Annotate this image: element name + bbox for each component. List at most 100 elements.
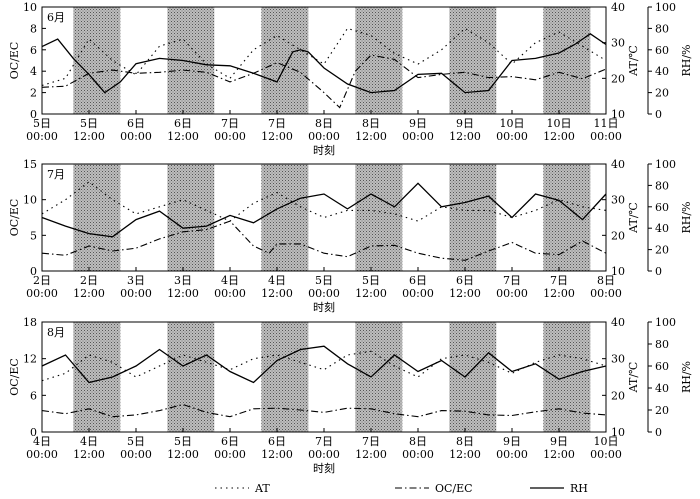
x-tick-label-day: 6日 [127,117,145,130]
x-tick-label-time: 00:00 [496,130,528,143]
series-oc-ec-line [41,220,607,261]
x-tick-label-day: 4日 [221,274,239,287]
at-tick-label: 40 [611,1,625,14]
rh-tick-label: 60 [655,44,669,57]
shaded-period [355,322,403,432]
x-tick-label-time: 12:00 [73,448,105,461]
shaded-period [167,7,215,114]
series-at-line [41,350,607,382]
series-at-line [41,181,607,222]
x-tick-label-time: 12:00 [73,287,105,300]
x-tick-label-time: 12:00 [449,287,481,300]
legend-label: RH [570,482,588,495]
x-tick-label-day: 2日 [33,274,51,287]
x-axis-label: 时刻 [313,461,335,475]
at-tick-label: 30 [611,353,625,366]
at-tick-label: 20 [611,389,625,402]
left-axis-label: OC/EC [8,199,21,237]
at-tick-label: 20 [611,229,625,242]
x-tick-label-day: 4日 [33,435,51,448]
series-oc-ec-line [41,54,607,109]
panel-1: 5日00:005日12:006日00:006日12:007日00:007日12:… [8,1,693,157]
x-tick-label-day: 6日 [409,274,427,287]
x-tick-label-day: 5日 [80,117,98,130]
x-tick-label-day: 3日 [174,274,192,287]
x-tick-label-day: 6日 [221,435,239,448]
rh-axis-label: RH/% [680,201,693,233]
x-tick-label-time: 00:00 [496,448,528,461]
x-tick-label-day: 6日 [174,117,192,130]
x-tick-label-time: 00:00 [402,448,434,461]
x-tick-label-day: 8日 [362,117,380,130]
x-tick-label-day: 7日 [315,435,333,448]
left-tick-label: 10 [23,1,37,14]
rh-tick-label: 100 [655,316,676,329]
x-tick-label-time: 12:00 [261,448,293,461]
at-tick-label: 30 [611,37,625,50]
month-label: 8月 [47,326,65,339]
x-tick-label-day: 7日 [221,117,239,130]
x-tick-label-time: 12:00 [449,130,481,143]
x-tick-label-day: 8日 [456,435,474,448]
left-tick-label: 18 [23,316,37,329]
at-tick-label: 20 [611,72,625,85]
x-tick-label-day: 7日 [268,117,286,130]
x-tick-label-time: 12:00 [355,130,387,143]
x-tick-label-day: 6日 [456,274,474,287]
x-tick-label-time: 12:00 [167,130,199,143]
x-tick-label-day: 7日 [503,274,521,287]
x-tick-label-time: 00:00 [120,448,152,461]
rh-tick-label: 20 [655,244,669,257]
x-tick-label-time: 12:00 [355,448,387,461]
left-tick-label: 6 [30,44,37,57]
x-tick-label-day: 10日 [547,117,572,130]
shaded-period [73,7,121,114]
at-axis-label: AT/℃ [627,362,640,394]
month-label: 6月 [47,11,65,24]
x-tick-label-time: 00:00 [496,287,528,300]
left-tick-label: 6 [30,389,37,402]
series-rh-line [41,182,607,238]
x-tick-label-time: 12:00 [543,287,575,300]
left-tick-label: 0 [30,108,37,121]
x-tick-label-time: 12:00 [543,448,575,461]
rh-tick-label: 40 [655,382,669,395]
x-tick-label-day: 9日 [456,117,474,130]
x-tick-label-time: 12:00 [261,130,293,143]
left-tick-label: 0 [30,265,37,278]
series-at-line [41,27,607,87]
x-tick-label-day: 8日 [597,274,615,287]
x-tick-label-time: 12:00 [261,287,293,300]
x-tick-label-day: 5日 [33,117,51,130]
rh-tick-label: 100 [655,1,676,14]
panel-2: 2日00:002日12:003日00:003日12:004日00:004日12:… [8,158,693,314]
shaded-period [449,7,497,114]
x-tick-label-day: 8日 [315,117,333,130]
at-tick-label: 40 [611,316,625,329]
rh-tick-label: 20 [655,404,669,417]
x-tick-label-day: 7日 [550,274,568,287]
x-tick-label-time: 00:00 [26,130,58,143]
x-tick-label-time: 00:00 [308,287,340,300]
left-tick-label: 10 [23,194,37,207]
x-tick-label-time: 12:00 [543,130,575,143]
legend-label: AT [254,482,270,495]
x-tick-label-time: 00:00 [402,287,434,300]
left-tick-label: 8 [30,22,37,35]
x-tick-label-time: 00:00 [308,448,340,461]
x-tick-label-time: 00:00 [590,448,622,461]
rh-tick-label: 40 [655,222,669,235]
x-tick-label-day: 10日 [500,117,525,130]
x-tick-label-day: 5日 [127,435,145,448]
x-tick-label-time: 12:00 [355,287,387,300]
x-tick-label-day: 4日 [80,435,98,448]
x-tick-label-time: 12:00 [449,448,481,461]
at-tick-label: 30 [611,194,625,207]
x-tick-label-time: 00:00 [214,448,246,461]
shaded-period [543,7,591,114]
x-tick-label-time: 00:00 [402,130,434,143]
rh-tick-label: 0 [655,108,662,121]
shaded-period [167,322,215,432]
left-axis-label: OC/EC [8,358,21,396]
